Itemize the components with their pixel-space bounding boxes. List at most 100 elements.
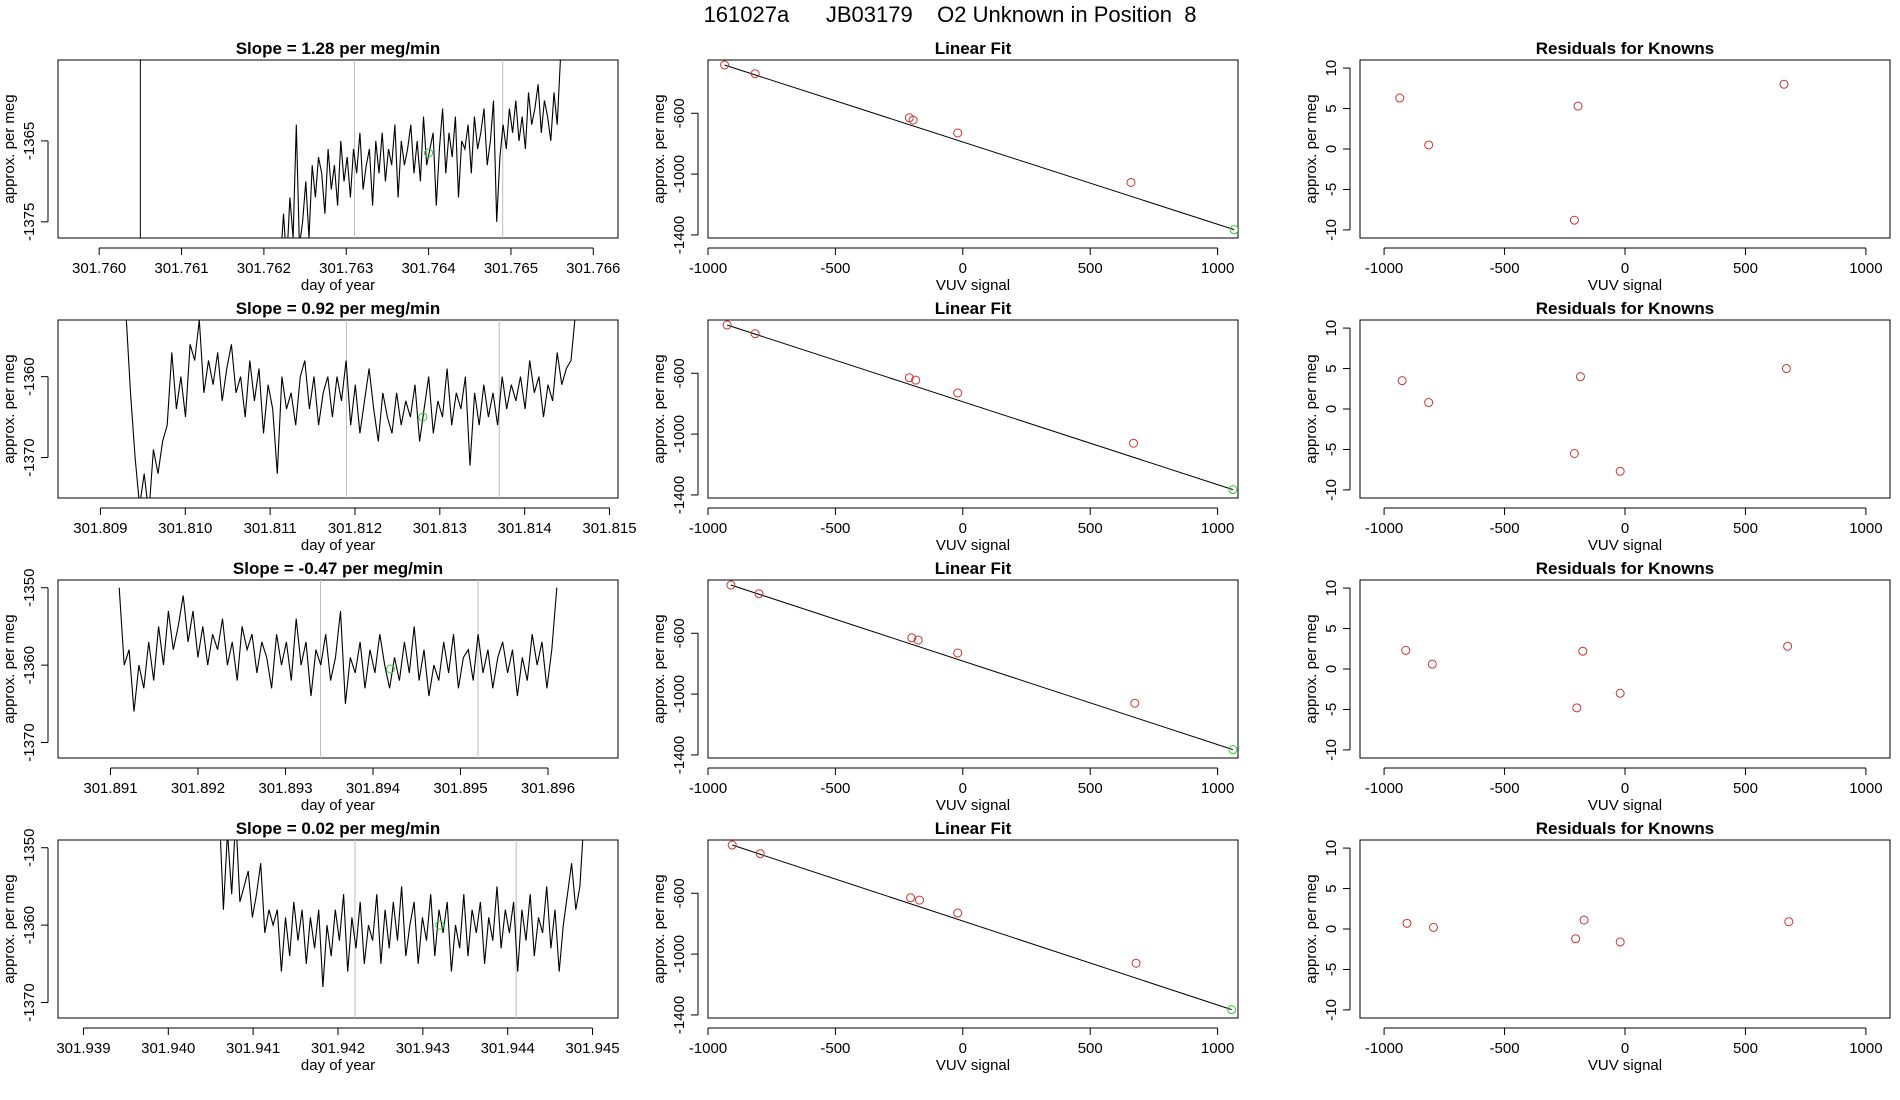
y-axis-label: approx. per meg bbox=[1303, 354, 1320, 463]
x-tick-label: 500 bbox=[1733, 520, 1758, 537]
residual-point bbox=[1402, 918, 1412, 928]
x-tick-label: 1000 bbox=[1201, 780, 1234, 797]
known-point bbox=[906, 893, 916, 903]
y-tick-label: 5 bbox=[1323, 364, 1340, 372]
unknown-point bbox=[1228, 485, 1238, 495]
unknown-point bbox=[435, 920, 445, 930]
panel-title: Residuals for Knowns bbox=[1536, 819, 1715, 838]
x-tick-label: 301.810 bbox=[158, 520, 212, 537]
x-tick-label: 301.941 bbox=[226, 1040, 280, 1057]
x-tick-label: -1000 bbox=[1365, 520, 1403, 537]
residual-point bbox=[1571, 934, 1581, 944]
data-layer bbox=[1402, 915, 1794, 947]
plot-frame bbox=[1359, 839, 1891, 1019]
x-tick-label: 0 bbox=[959, 780, 967, 797]
residual-point bbox=[1427, 659, 1437, 669]
x-tick-label: 1000 bbox=[1201, 260, 1234, 277]
x-tick-label: 301.944 bbox=[481, 1040, 535, 1057]
plot-frame bbox=[57, 579, 619, 759]
y-tick-label: -1000 bbox=[671, 415, 688, 453]
residual-point bbox=[1578, 646, 1588, 656]
y-tick-label: -1350 bbox=[21, 569, 38, 607]
y-tick-label: 10 bbox=[1323, 60, 1340, 77]
residual-point bbox=[1401, 645, 1411, 655]
y-tick-label: -1000 bbox=[671, 675, 688, 713]
fit-panel-2 bbox=[691, 319, 1239, 515]
panel-title: Slope = -0.47 per meg/min bbox=[233, 559, 443, 578]
y-tick-label: 0 bbox=[1323, 405, 1340, 413]
residual-point bbox=[1615, 937, 1625, 947]
y-axis-label: approx. per meg bbox=[651, 874, 668, 983]
timeseries-line bbox=[125, 320, 576, 498]
panel-title: Residuals for Knowns bbox=[1536, 299, 1715, 318]
resid-panel-2 bbox=[1343, 319, 1891, 515]
y-tick-label: 5 bbox=[1323, 104, 1340, 112]
y-tick-label: -1400 bbox=[671, 736, 688, 774]
residual-point bbox=[1424, 140, 1434, 150]
residual-point bbox=[1572, 703, 1582, 713]
x-axis-label: VUV signal bbox=[1588, 797, 1662, 814]
plot-frame bbox=[707, 579, 1239, 759]
residual-point bbox=[1397, 376, 1407, 386]
known-point bbox=[750, 69, 760, 79]
x-tick-label: 0 bbox=[1621, 520, 1629, 537]
plot-frame bbox=[1359, 319, 1891, 499]
y-tick-label: 10 bbox=[1323, 580, 1340, 597]
y-axis-label: approx. per meg bbox=[651, 94, 668, 203]
residual-point bbox=[1428, 922, 1438, 932]
y-tick-label: -1360 bbox=[21, 906, 38, 944]
residual-point bbox=[1395, 93, 1405, 103]
known-point bbox=[750, 329, 760, 339]
fit-panel-1 bbox=[691, 59, 1239, 255]
known-point bbox=[1130, 698, 1140, 708]
known-point bbox=[911, 375, 921, 385]
x-tick-label: 0 bbox=[959, 520, 967, 537]
y-axis-label: approx. per meg bbox=[1, 94, 18, 203]
x-axis-label: day of year bbox=[301, 277, 375, 294]
x-tick-label: -1000 bbox=[689, 520, 727, 537]
x-tick-label: -1000 bbox=[689, 780, 727, 797]
x-tick-label: 301.892 bbox=[171, 780, 225, 797]
x-tick-label: 500 bbox=[1078, 520, 1103, 537]
panel-title: Linear Fit bbox=[935, 39, 1012, 58]
y-tick-label: 0 bbox=[1323, 665, 1340, 673]
known-point bbox=[904, 373, 914, 383]
x-tick-label: 0 bbox=[959, 260, 967, 277]
y-axis-label: approx. per meg bbox=[1303, 874, 1320, 983]
timeseries-panel-4 bbox=[41, 839, 619, 1035]
y-tick-label: 5 bbox=[1323, 884, 1340, 892]
y-tick-label: -1350 bbox=[21, 829, 38, 867]
data-layer bbox=[1397, 364, 1791, 476]
panel-title: Slope = 0.02 per meg/min bbox=[236, 819, 441, 838]
y-tick-label: -10 bbox=[1323, 219, 1340, 241]
x-axis-label: VUV signal bbox=[936, 277, 1010, 294]
y-tick-label: -10 bbox=[1323, 739, 1340, 761]
plot-frame bbox=[57, 319, 619, 499]
timeseries-panel-1 bbox=[41, 59, 619, 255]
x-tick-label: 301.895 bbox=[433, 780, 487, 797]
x-tick-label: 301.943 bbox=[396, 1040, 450, 1057]
known-point bbox=[755, 849, 765, 859]
panel-title: Linear Fit bbox=[935, 299, 1012, 318]
x-tick-label: 301.891 bbox=[83, 780, 137, 797]
timeseries-panel-3 bbox=[41, 579, 619, 775]
residual-point bbox=[1569, 449, 1579, 458]
y-axis-label: approx. per meg bbox=[1303, 94, 1320, 203]
known-point bbox=[1129, 438, 1139, 448]
x-tick-label: 0 bbox=[959, 1040, 967, 1057]
fit-panel-4 bbox=[691, 839, 1239, 1035]
x-tick-label: -500 bbox=[1490, 780, 1520, 797]
x-tick-label: -1000 bbox=[1365, 1040, 1403, 1057]
known-point bbox=[1131, 958, 1141, 968]
x-axis-label: VUV signal bbox=[936, 537, 1010, 554]
known-point bbox=[754, 589, 764, 599]
y-tick-label: -1365 bbox=[21, 122, 38, 160]
y-tick-label: -600 bbox=[671, 98, 688, 128]
plot-frame bbox=[57, 839, 619, 1019]
x-tick-label: -500 bbox=[1490, 1040, 1520, 1057]
plot-frame bbox=[57, 59, 619, 239]
x-tick-label: 301.809 bbox=[73, 520, 127, 537]
y-axis-label: approx. per meg bbox=[1, 874, 18, 983]
y-tick-label: -5 bbox=[1323, 443, 1340, 456]
fit-line bbox=[724, 64, 1235, 231]
